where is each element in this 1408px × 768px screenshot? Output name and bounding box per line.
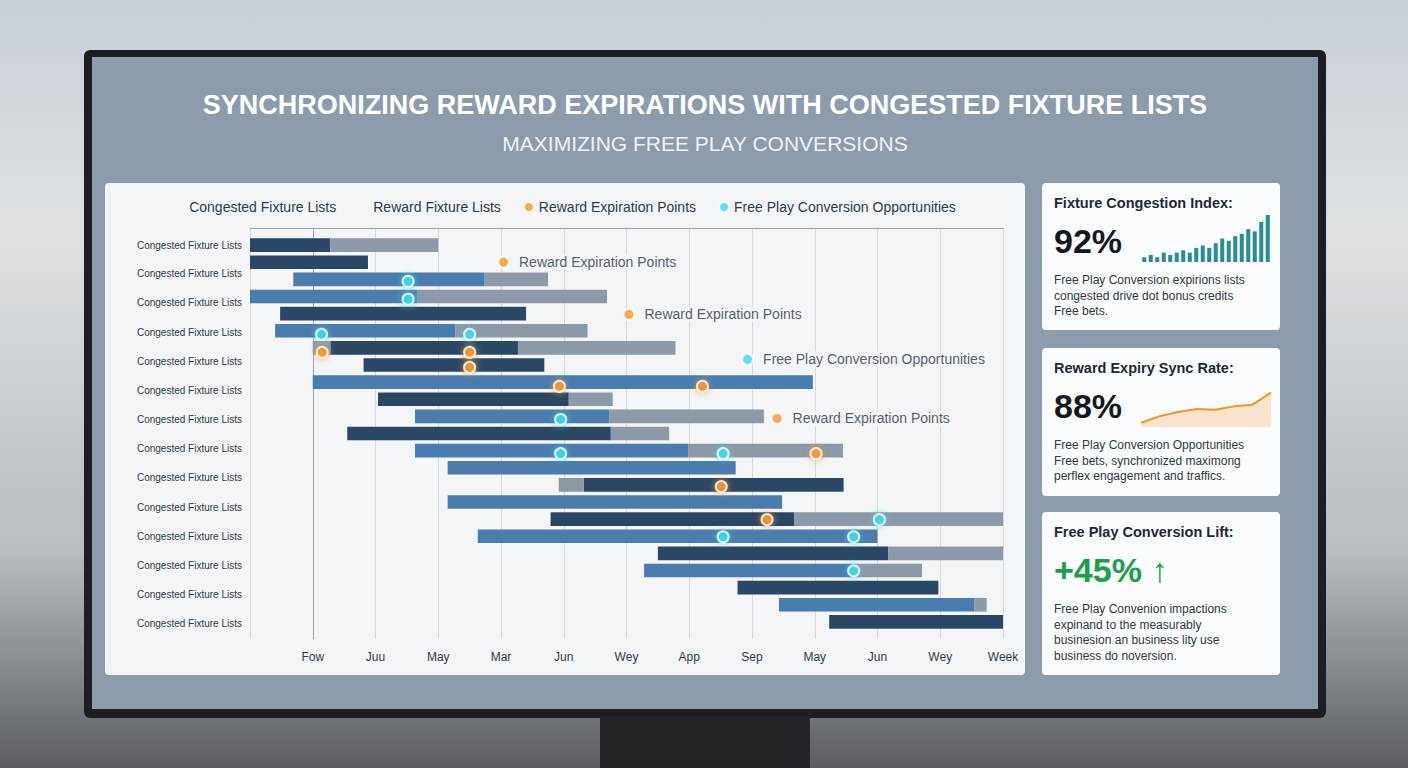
svg-text:Reward Expiration Points: Reward Expiration Points (645, 306, 802, 322)
html-text:expinand to the measurably: expinand to the measurably (1054, 617, 1202, 632)
svg-text:Congested Fixture Lists: Congested Fixture Lists (137, 297, 242, 308)
svg-text:Juu: Juu (366, 650, 385, 664)
svg-text:Reward Expiration Points: Reward Expiration Points (519, 254, 676, 270)
html-text:Fixture Congestion Index:: Fixture Congestion Index: (1054, 195, 1233, 211)
svg-text:Congested Fixture Lists: Congested Fixture Lists (137, 385, 242, 396)
svg-text:Congested Fixture Lists: Congested Fixture Lists (189, 199, 336, 215)
svg-text:Congested Fixture Lists: Congested Fixture Lists (137, 472, 242, 483)
svg-text:Week: Week (988, 650, 1019, 664)
svg-text:Wey: Wey (615, 650, 639, 664)
svg-text:Congested Fixture Lists: Congested Fixture Lists (137, 268, 242, 279)
html-text:Free Play Conversion Lift:: Free Play Conversion Lift: (1054, 524, 1234, 540)
html-text:business do noversion.: business do noversion. (1054, 648, 1177, 663)
svg-text:Reward Expiration Points: Reward Expiration Points (793, 410, 950, 426)
html-text:Free Play Conversion Opportuni: Free Play Conversion Opportunities (1054, 438, 1245, 452)
svg-text:Congested Fixture Lists: Congested Fixture Lists (137, 240, 242, 251)
svg-text:Congested Fixture Lists: Congested Fixture Lists (137, 443, 242, 454)
svg-text:Wey: Wey (928, 650, 952, 664)
svg-text:App: App (679, 650, 701, 664)
html-text:SYNCHRONIZING REWARD EXPIRATIO: SYNCHRONIZING REWARD EXPIRATIONS WITH CO… (202, 90, 1208, 120)
svg-text:Fow: Fow (301, 650, 324, 664)
svg-text:Congested Fixture Lists: Congested Fixture Lists (137, 327, 242, 338)
html-text:congested drive dot bonus cred: congested drive dot bonus credits (1054, 288, 1234, 303)
svg-text:Reward Expiration Points: Reward Expiration Points (539, 199, 696, 215)
svg-text:Congested Fixture Lists: Congested Fixture Lists (137, 356, 242, 367)
svg-text:Congested Fixture Lists: Congested Fixture Lists (137, 531, 242, 542)
svg-text:Congested Fixture Lists: Congested Fixture Lists (137, 560, 242, 571)
svg-text:Mar: Mar (491, 650, 512, 664)
svg-text:Congested Fixture Lists: Congested Fixture Lists (137, 502, 242, 513)
svg-text:Congested Fixture Lists: Congested Fixture Lists (137, 414, 242, 425)
svg-text:Free Play Conversion Opportuni: Free Play Conversion Opportunities (763, 351, 985, 367)
svg-text:May: May (427, 650, 450, 664)
svg-text:Jun: Jun (868, 650, 887, 664)
svg-text:Jun: Jun (554, 650, 573, 664)
html-text:perflex engagement and traffic: perflex engagement and traffics. (1054, 469, 1226, 483)
html-text:+45% ↑: +45% ↑ (1054, 551, 1169, 589)
html-text:88%: 88% (1054, 387, 1123, 425)
html-text:Free Play Convenion impactions: Free Play Convenion impactions (1054, 602, 1227, 616)
svg-text:Sep: Sep (741, 650, 763, 664)
svg-text:Congested Fixture Lists: Congested Fixture Lists (137, 589, 242, 600)
html-text:businesion an business lity us: businesion an business lity use (1054, 633, 1220, 647)
html-text:MAXIMIZING FREE PLAY CONVERSIO: MAXIMIZING FREE PLAY CONVERSIONS (502, 132, 908, 155)
html-text:92%: 92% (1054, 222, 1123, 260)
html-text:Reward Expiry Sync Rate:: Reward Expiry Sync Rate: (1054, 360, 1234, 376)
svg-text:Free Play Conversion Opportuni: Free Play Conversion Opportunities (734, 199, 956, 215)
svg-text:Congested Fixture Lists: Congested Fixture Lists (137, 618, 242, 629)
svg-text:Reward Fixture Lists: Reward Fixture Lists (373, 199, 501, 215)
html-text:Free Play Conversion expirions: Free Play Conversion expirions lists (1054, 273, 1245, 287)
svg-text:May: May (803, 650, 826, 664)
html-text:Free bets, synchronized maximo: Free bets, synchronized maximong (1054, 453, 1241, 468)
html-text:Free bets.: Free bets. (1054, 304, 1108, 318)
